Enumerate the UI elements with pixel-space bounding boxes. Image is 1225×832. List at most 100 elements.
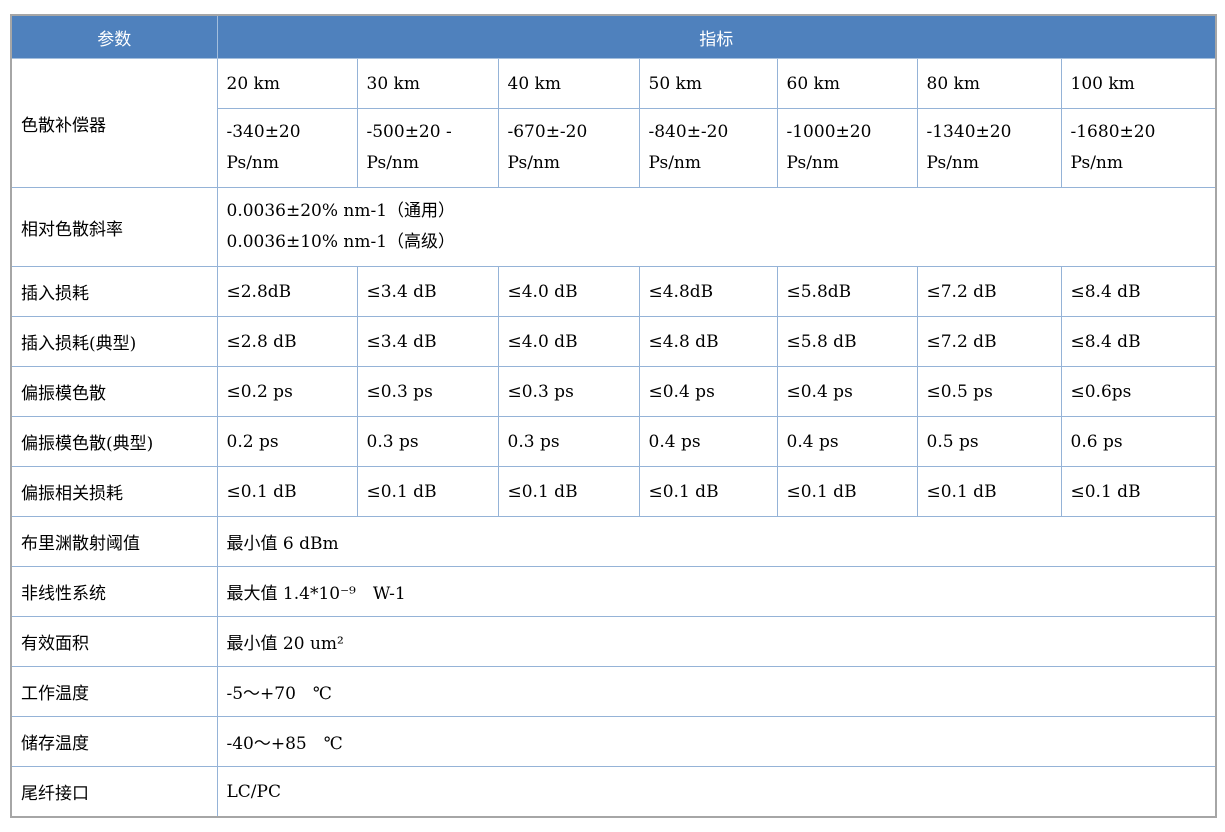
value-cell-line: -1000±20	[786, 122, 872, 142]
value-cell: ≤4.8 dB	[638, 316, 778, 367]
table-row: 尾纤接口 LC/PC	[10, 766, 1217, 818]
value-cell-line: Ps/nm	[648, 153, 702, 173]
value-cell: LC/PC	[216, 766, 1217, 818]
value-cell: ≤3.4 dB	[356, 266, 499, 317]
value-cell: ≤0.2 ps	[216, 366, 358, 417]
table-row: 偏振模色散 ≤0.2 ps ≤0.3 ps ≤0.3 ps ≤0.4 ps ≤0.4 ps…	[10, 366, 1217, 417]
value-cell-line: 0.0036±10% nm-1（高级）	[226, 232, 456, 252]
distance-header-cell: 20 km	[216, 58, 358, 109]
value-cell-line: Ps/nm	[507, 153, 561, 173]
row-label-cell: 有效面积	[10, 616, 218, 667]
value-cell: ≤4.0 dB	[497, 316, 640, 367]
value-cell: ≤0.4 ps	[776, 366, 918, 417]
row-label-cell: 工作温度	[10, 666, 218, 717]
value-cell: 最小值 20 um²	[216, 616, 1217, 667]
row-label-cell: 相对色散斜率	[10, 187, 218, 267]
distance-header-cell: 100 km	[1060, 58, 1217, 109]
row-label-cell: 布里渊散射阈值	[10, 516, 218, 567]
value-cell-line: -1680±20	[1070, 122, 1156, 142]
row-label-cell: 插入损耗(典型)	[10, 316, 218, 367]
table-row: 偏振模色散(典型) 0.2 ps 0.3 ps 0.3 ps 0.4 ps 0.4 ps 0…	[10, 416, 1217, 467]
value-cell: -500±20 - Ps/nm	[356, 108, 499, 188]
table-header-row: 参数 指标	[10, 14, 1217, 59]
compensator-distances-row: 色散补偿器 20 km 30 km 40 km 50 km 60 km 80 km 100 k…	[10, 58, 1217, 188]
value-cell: 最大值 1.4*10⁻⁹ W-1	[216, 566, 1217, 617]
param-header-cell: 参数	[10, 14, 218, 59]
table-row: 布里渊散射阈值 最小值 6 dBm	[10, 516, 1217, 567]
row-label-cell: 色散补偿器	[10, 58, 218, 188]
table-row: 偏振相关损耗 ≤0.1 dB ≤0.1 dB ≤0.1 dB ≤0.1 dB ≤0.1 d…	[10, 466, 1217, 517]
value-cell: ≤0.1 dB	[1060, 466, 1217, 517]
value-cell: ≤0.3 ps	[356, 366, 499, 417]
value-cell-line: -670±-20	[507, 122, 588, 142]
table-row: 有效面积 最小值 20 um²	[10, 616, 1217, 667]
value-cell: ≤7.2 dB	[916, 316, 1062, 367]
value-cell-line: -840±-20	[648, 122, 729, 142]
value-cell: 最小值 6 dBm	[216, 516, 1217, 567]
distance-header-cell: 30 km	[356, 58, 499, 109]
value-cell: ≤2.8 dB	[216, 316, 358, 367]
value-cell-line: -340±20	[226, 122, 301, 142]
value-cell: -670±-20 Ps/nm	[497, 108, 640, 188]
value-cell: 0.4 ps	[776, 416, 918, 467]
value-cell: ≤0.1 dB	[776, 466, 918, 517]
value-cell: 0.4 ps	[638, 416, 778, 467]
value-cell: 0.2 ps	[216, 416, 358, 467]
value-cell-line: Ps/nm	[1070, 153, 1124, 173]
value-cell-line: -1340±20	[926, 122, 1012, 142]
value-cell: ≤0.4 ps	[638, 366, 778, 417]
table-row: 储存温度 -40～+85 ℃	[10, 716, 1217, 767]
value-cell: ≤0.1 dB	[356, 466, 499, 517]
value-cell-line: 0.0036±20% nm-1（通用）	[226, 201, 456, 221]
value-cell-line: Ps/nm	[786, 153, 840, 173]
value-cell: ≤4.0 dB	[497, 266, 640, 317]
table-row: 非线性系统 最大值 1.4*10⁻⁹ W-1	[10, 566, 1217, 617]
table-row: 插入损耗 ≤2.8dB ≤3.4 dB ≤4.0 dB ≤4.8dB ≤5.8dB ≤7.2…	[10, 266, 1217, 317]
value-cell: -40～+85 ℃	[216, 716, 1217, 767]
value-cell: -840±-20 Ps/nm	[638, 108, 778, 188]
value-cell: ≤0.5 ps	[916, 366, 1062, 417]
table-row: 工作温度 -5～+70 ℃	[10, 666, 1217, 717]
value-cell: -340±20 Ps/nm	[216, 108, 358, 188]
distance-header-cell: 50 km	[638, 58, 778, 109]
distance-header-cell: 80 km	[916, 58, 1062, 109]
row-label-cell: 尾纤接口	[10, 766, 218, 818]
value-cell: 0.5 ps	[916, 416, 1062, 467]
value-cell: ≤8.4 dB	[1060, 316, 1217, 367]
value-cell: 0.3 ps	[356, 416, 499, 467]
value-cell: ≤0.1 dB	[916, 466, 1062, 517]
row-label-cell: 偏振相关损耗	[10, 466, 218, 517]
row-label-cell: 储存温度	[10, 716, 218, 767]
row-label-cell: 非线性系统	[10, 566, 218, 617]
slope-row: 相对色散斜率 0.0036±20% nm-1（通用） 0.0036±10% nm-1…	[10, 187, 1217, 267]
value-cell: ≤0.1 dB	[638, 466, 778, 517]
value-cell: ≤2.8dB	[216, 266, 358, 317]
value-cell: 0.3 ps	[497, 416, 640, 467]
value-cell: ≤7.2 dB	[916, 266, 1062, 317]
value-cell-line: -500±20 -	[366, 122, 452, 142]
table-row: 插入损耗(典型) ≤2.8 dB ≤3.4 dB ≤4.0 dB ≤4.8 dB ≤5.8…	[10, 316, 1217, 367]
value-cell-line: Ps/nm	[226, 153, 280, 173]
value-cell: ≤8.4 dB	[1060, 266, 1217, 317]
value-cell: ≤0.1 dB	[216, 466, 358, 517]
value-cell: -1000±20 Ps/nm	[776, 108, 918, 188]
value-cell-line: Ps/nm	[366, 153, 420, 173]
value-cell: -1680±20 Ps/nm	[1060, 108, 1217, 188]
distance-header-cell: 40 km	[497, 58, 640, 109]
value-cell: ≤5.8dB	[776, 266, 918, 317]
value-cell: -1340±20 Ps/nm	[916, 108, 1062, 188]
compensator-values-row: -340±20 Ps/nm -500±20 - Ps/nm -670±-20 Ps/nm -…	[11, 108, 1217, 188]
value-cell: ≤3.4 dB	[356, 316, 499, 367]
spec-header-cell: 指标	[216, 14, 1217, 59]
value-cell: 0.6 ps	[1060, 416, 1217, 467]
value-cell: ≤0.6ps	[1060, 366, 1217, 417]
row-label-cell: 插入损耗	[10, 266, 218, 317]
value-cell: ≤4.8dB	[638, 266, 778, 317]
spec-table: 参数 指标 色散补偿器 20 km 30 km 40 km 50 km 60 km 80 k…	[10, 14, 1218, 818]
value-cell: ≤0.1 dB	[497, 466, 640, 517]
value-cell: ≤5.8 dB	[776, 316, 918, 367]
row-label-cell: 偏振模色散(典型)	[10, 416, 218, 467]
value-cell-line: Ps/nm	[926, 153, 980, 173]
value-cell: 0.0036±20% nm-1（通用） 0.0036±10% nm-1（高级）	[216, 187, 1217, 267]
